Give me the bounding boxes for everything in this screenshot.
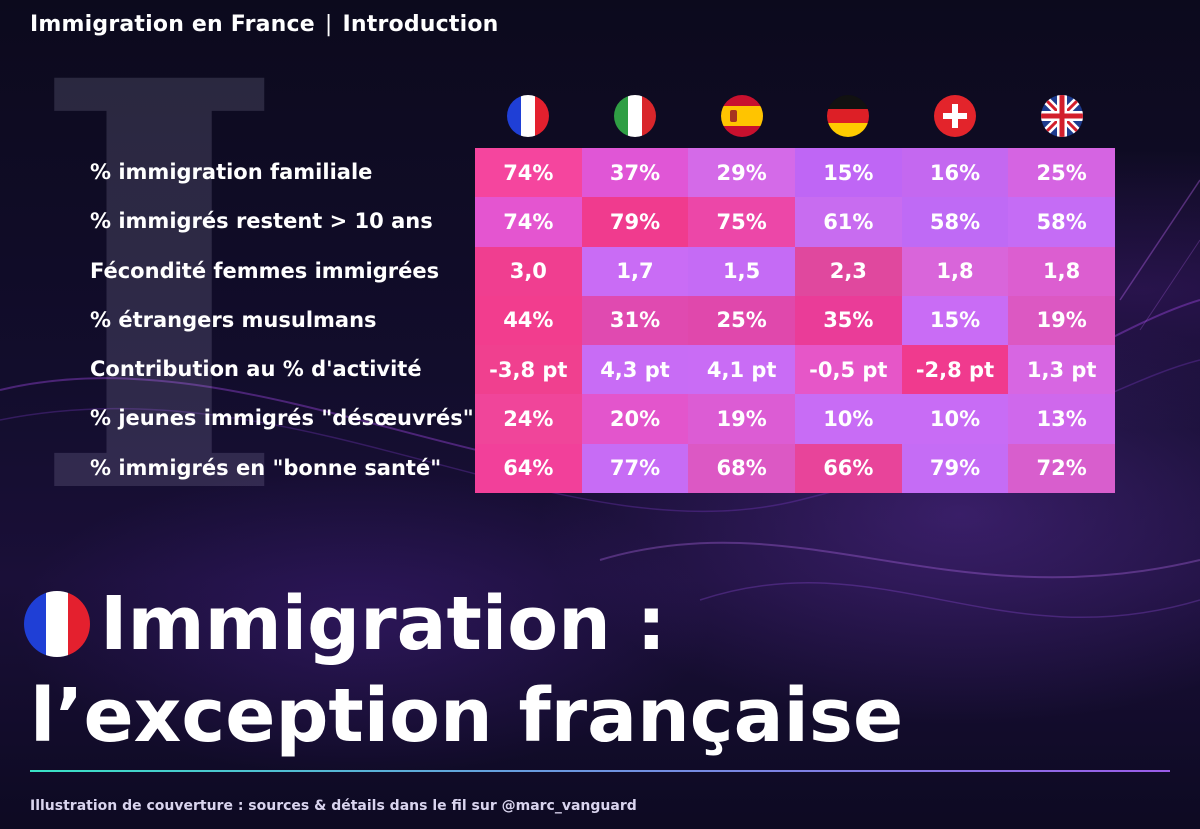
table-cell: 15%	[794, 148, 902, 198]
row-label: % jeunes immigrés "désœuvrés"	[90, 406, 474, 431]
table-cell: 1,3 pt	[1008, 345, 1115, 395]
row-labels: % immigration familiale % immigrés reste…	[90, 148, 474, 493]
table-cell: 77%	[581, 443, 689, 493]
table-cell: 24%	[475, 394, 582, 444]
row-label: % étrangers musulmans	[90, 307, 377, 332]
row-label: % immigration familiale	[90, 160, 373, 184]
table-cell: 44%	[475, 295, 582, 346]
table-cell: 4,1 pt	[688, 345, 795, 395]
table-cell: 2,3	[794, 246, 902, 296]
flag-cell-spain	[688, 92, 795, 140]
flag-cell-germany	[795, 92, 902, 140]
flag-cell-uk	[1008, 92, 1115, 140]
table-cell: 19%	[688, 394, 795, 444]
table-cell: 68%	[688, 443, 795, 493]
table-cell: 79%	[581, 197, 689, 247]
switzerland-flag-icon	[933, 95, 976, 137]
table-cell: 35%	[794, 295, 902, 346]
table-cell: 16%	[901, 148, 1009, 198]
table-cell: 61%	[794, 197, 902, 247]
table-cell: 10%	[794, 394, 902, 444]
table-cell: 15%	[901, 295, 1009, 346]
france-flag-icon	[24, 591, 90, 657]
table-cell: 10%	[901, 394, 1009, 444]
page-header: Immigration en France | Introduction	[30, 12, 499, 37]
table-cell: 74%	[475, 197, 582, 247]
row-label: % immigrés restent > 10 ans	[90, 209, 433, 234]
table-cell: 19%	[1008, 295, 1115, 346]
row-label: Contribution au % d'activité	[90, 357, 422, 382]
title-text-line-2: l’exception française	[30, 673, 904, 759]
germany-flag-icon	[827, 95, 870, 137]
table-cell: 20%	[581, 394, 689, 444]
table-cell: 25%	[688, 295, 795, 346]
title-line-1: Immigration :	[24, 578, 903, 670]
table-cell: 13%	[1008, 394, 1115, 444]
table-cell: 58%	[901, 197, 1009, 247]
table-cell: 1,5	[688, 246, 795, 296]
table-cell: 72%	[1008, 443, 1115, 493]
table-cell: 1,7	[581, 246, 689, 296]
flag-cell-switzerland	[902, 92, 1009, 140]
table-cell: -3,8 pt	[475, 345, 582, 395]
table-cell: 29%	[688, 148, 795, 198]
table-cell: -2,8 pt	[901, 345, 1009, 395]
table-cell: 66%	[794, 443, 902, 493]
country-flags-row	[475, 92, 1115, 140]
row-label: % immigrés en "bonne santé"	[90, 455, 442, 480]
title-underline-divider	[30, 770, 1170, 772]
table-cell: -0,5 pt	[794, 345, 902, 395]
comparison-heatmap-table: 74% 37% 29% 15% 16% 25% 74% 79% 75% 61% …	[475, 148, 1115, 493]
decorative-letter: I	[28, 0, 290, 619]
table-cell: 3,0	[475, 246, 582, 296]
title-text-line-1: Immigration :	[100, 581, 667, 667]
row-label: Fécondité femmes immigrées	[90, 258, 440, 283]
table-cell: 1,8	[1008, 246, 1115, 296]
italy-flag-icon	[613, 95, 656, 137]
table-cell: 31%	[581, 295, 689, 346]
table-cell: 64%	[475, 443, 582, 493]
header-section: Immigration en France	[30, 12, 315, 37]
header-separator: |	[324, 12, 333, 37]
table-cell: 4,3 pt	[581, 345, 689, 395]
footer-credit: Illustration de couverture : sources & d…	[30, 798, 637, 814]
flag-cell-france	[475, 92, 582, 140]
table-cell: 79%	[901, 443, 1009, 493]
table-cell: 25%	[1008, 148, 1115, 198]
spain-flag-icon	[720, 95, 763, 137]
table-cell: 1,8	[901, 246, 1009, 296]
france-flag-icon	[507, 95, 550, 137]
main-title: Immigration : l’exception française	[24, 578, 903, 762]
header-subsection: Introduction	[342, 12, 499, 37]
uk-flag-icon	[1040, 95, 1083, 137]
table-cell: 75%	[688, 197, 795, 247]
table-cell: 58%	[1008, 197, 1115, 247]
flag-cell-italy	[582, 92, 689, 140]
table-cell: 37%	[581, 148, 689, 198]
table-cell: 74%	[475, 148, 582, 198]
